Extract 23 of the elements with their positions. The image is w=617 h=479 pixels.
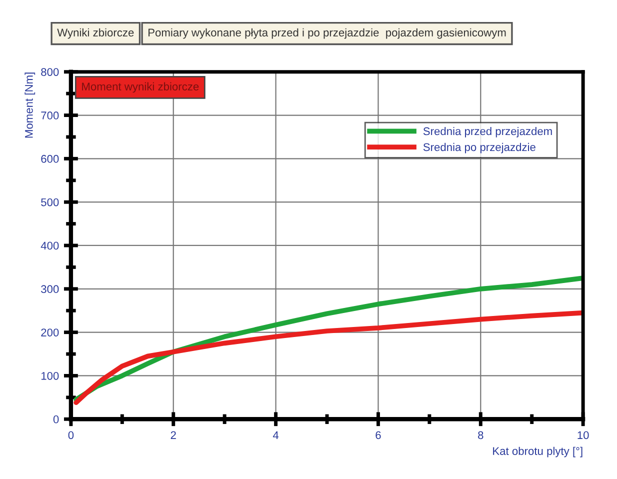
y-tick-label: 400 [40, 242, 59, 250]
y-tick-label: 600 [41, 154, 59, 163]
y-tick-label: 800 [41, 68, 59, 76]
y-tick-label: 200 [41, 328, 59, 336]
x-tick-label: 10 [578, 431, 589, 440]
y-axis-title: Moment [Nm] [24, 72, 36, 138]
y-tick-label: 700 [41, 112, 59, 120]
legend-label: Srednia przed przejazdem [423, 126, 552, 138]
y-tick-label: 100 [41, 372, 59, 380]
chart-subtitle: Pomiary wykonane płyta przed i po przejazdzie pojazdem gasienicowym [148, 28, 506, 39]
x-tick-label: 4 [272, 431, 279, 439]
x-tick-label: 2 [170, 431, 176, 439]
x-axis-title: Kat obrotu plyty [°] [493, 446, 582, 458]
y-tick-label: 300 [41, 285, 59, 294]
annotation: Moment wyniki zbiorcze [82, 82, 199, 93]
x-tick-label: 6 [376, 431, 381, 440]
line-series [74, 310, 584, 406]
x-tick-label: 0 [68, 431, 74, 440]
chart-title: Wyniki zbiorcze [57, 28, 134, 39]
y-tick-label: 500 [41, 198, 59, 206]
x-tick-label: 8 [478, 431, 484, 440]
legend-label: Srednia po przejazdzie [423, 142, 536, 154]
y-tick-label: 0 [53, 415, 59, 424]
